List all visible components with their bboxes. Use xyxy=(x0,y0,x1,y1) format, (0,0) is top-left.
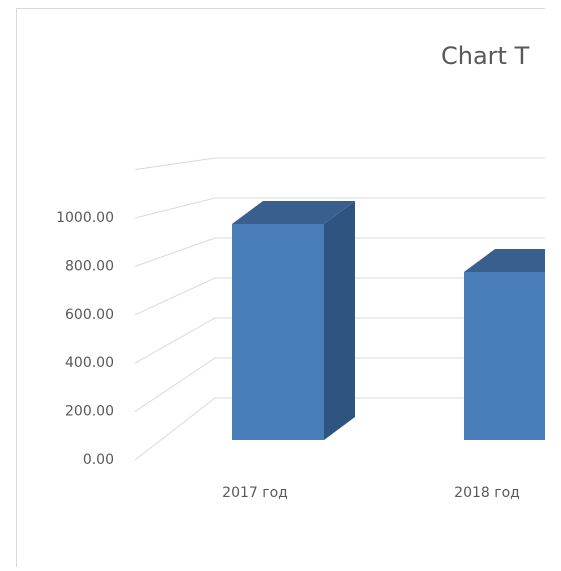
bar-top xyxy=(232,201,355,224)
bar xyxy=(464,272,545,440)
grid-line xyxy=(134,277,545,316)
bar-side xyxy=(324,201,355,440)
y-tick-label: 400.00 xyxy=(65,355,114,371)
x-tick-label: 2017 год xyxy=(222,485,288,501)
grid-line xyxy=(134,317,545,364)
grid-line xyxy=(134,237,545,267)
grid-line xyxy=(134,157,545,171)
x-tick-label: 2018 год xyxy=(454,485,520,501)
bar-side xyxy=(556,249,561,440)
y-tick-label: 600.00 xyxy=(65,307,114,323)
y-tick-label: 200.00 xyxy=(65,404,114,420)
grid-line xyxy=(134,357,545,413)
bar xyxy=(232,224,324,440)
y-tick-label: 1000.00 xyxy=(56,210,114,226)
y-tick-label: 0.00 xyxy=(83,452,114,468)
grid-line xyxy=(134,197,545,219)
grid-line xyxy=(134,397,545,461)
y-tick-label: 800.00 xyxy=(65,258,114,274)
bar-top xyxy=(464,249,545,272)
plot-area: Chart T 0.00 200.00 400.00 600.00 800.00 1000… xyxy=(56,42,561,501)
chart-title: Chart T xyxy=(441,42,530,70)
